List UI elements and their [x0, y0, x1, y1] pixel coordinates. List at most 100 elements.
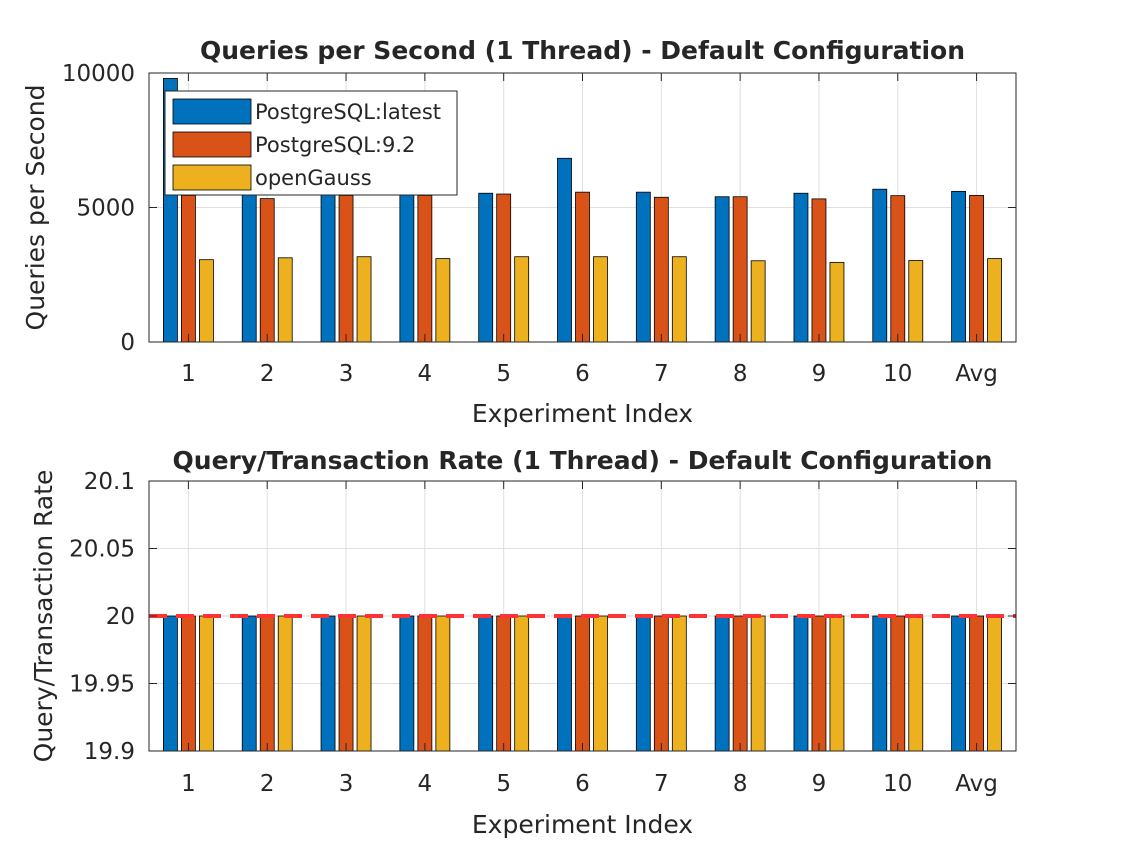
bar-postgresql-latest-10 [872, 615, 888, 752]
bar-postgresql-latest-avg [951, 190, 966, 343]
x-axis-label: Experiment Index [472, 810, 693, 839]
bar-opengauss-10 [908, 615, 924, 752]
bar-opengauss-6 [593, 256, 608, 343]
bar-opengauss-1 [199, 615, 214, 752]
bar-opengauss-6 [593, 615, 608, 752]
bar-postgresql-9-2-9 [811, 198, 827, 343]
bar-opengauss-1 [199, 259, 214, 343]
bar-postgresql-latest-10 [872, 188, 888, 343]
bar-postgresql-9-2-2 [259, 198, 275, 343]
bar-postgresql-latest-avg [951, 615, 966, 752]
bar-opengauss-7 [671, 615, 687, 752]
bar-postgresql-9-2-avg [969, 615, 984, 752]
x-tick-label: 10 [883, 361, 912, 387]
legend-label: openGauss [255, 166, 372, 190]
x-tick-label: 8 [733, 771, 748, 797]
bar-postgresql-latest-5 [478, 615, 494, 752]
bar-opengauss-2 [277, 615, 293, 752]
bar-postgresql-latest-4 [399, 193, 415, 343]
qps-chart: 0 5000 10000 1 2 3 4 5 6 7 8 9 10 Avg Queries per Seco… [21, 36, 1017, 428]
bar-postgresql-9-2-avg [969, 194, 984, 343]
bar-opengauss-5 [514, 256, 530, 343]
x-tick-label: 4 [418, 361, 433, 387]
bar-postgresql-latest-7 [635, 191, 651, 343]
x-tick-label: 2 [260, 771, 275, 797]
x-tick-label: 5 [496, 771, 511, 797]
x-tick-label: 3 [339, 771, 354, 797]
bar-opengauss-9 [829, 615, 845, 752]
bar-postgresql-latest-3 [320, 615, 336, 752]
bar-postgresql-9-2-2 [259, 615, 275, 752]
x-tick-label: 7 [654, 361, 669, 387]
x-tick-label: 9 [812, 771, 827, 797]
bar-postgresql-9-2-5 [496, 193, 512, 343]
bar-opengauss-8 [750, 615, 766, 752]
x-tick-label: Avg [955, 361, 998, 387]
bar-postgresql-9-2-7 [653, 615, 669, 752]
x-tick-label: 1 [181, 771, 196, 797]
x-tick-label: 4 [418, 771, 433, 797]
bar-postgresql-9-2-3 [338, 615, 354, 752]
bar-postgresql-latest-8 [714, 615, 730, 752]
legend: PostgreSQL:latest PostgreSQL:9.2 openGauss [164, 90, 458, 196]
x-tick-label: 8 [733, 361, 748, 387]
bar-opengauss-3 [356, 256, 372, 343]
rate-chart: 19.9 19.95 20 20.05 20.1 1 2 3 4 5 6 7 8 9 10 Avg Query/… [29, 446, 1017, 839]
legend-label: PostgreSQL:9.2 [255, 133, 415, 157]
x-tick-label: 6 [575, 771, 590, 797]
bar-postgresql-9-2-5 [496, 615, 512, 752]
bar-postgresql-latest-6 [557, 157, 572, 343]
bar-opengauss-avg [987, 258, 1002, 343]
y-tick-label: 20.1 [84, 469, 135, 495]
bar-opengauss-9 [829, 261, 845, 343]
chart-title: Queries per Second (1 Thread) - Default … [200, 36, 965, 65]
bar-opengauss-5 [514, 615, 530, 752]
bar-postgresql-9-2-8 [732, 615, 748, 752]
bar-opengauss-avg [987, 615, 1002, 752]
y-tick-label: 5000 [76, 196, 135, 222]
y-tick-label: 20.05 [69, 537, 135, 563]
bar-opengauss-7 [671, 256, 687, 343]
x-tick-label: 7 [654, 771, 669, 797]
bar-postgresql-9-2-6 [575, 191, 590, 343]
bar-postgresql-9-2-10 [890, 615, 906, 752]
y-tick-label: 0 [120, 330, 135, 356]
bar-postgresql-latest-6 [557, 615, 572, 752]
bar-postgresql-9-2-4 [417, 615, 433, 752]
bar-postgresql-latest-5 [478, 192, 494, 343]
x-tick-label: 9 [812, 361, 827, 387]
bar-postgresql-latest-8 [714, 196, 730, 343]
bar-postgresql-9-2-9 [811, 615, 827, 752]
bar-postgresql-latest-4 [399, 615, 415, 752]
bar-postgresql-9-2-3 [338, 194, 354, 343]
bar-postgresql-9-2-4 [417, 194, 433, 343]
bar-opengauss-10 [908, 260, 924, 343]
y-tick-label: 20 [106, 604, 135, 630]
x-tick-label: 5 [496, 361, 511, 387]
x-tick-label: 2 [260, 361, 275, 387]
x-tick-label: 6 [575, 361, 590, 387]
bar-opengauss-2 [277, 257, 293, 343]
y-axis-label: Queries per Second [21, 85, 50, 331]
y-tick-label: 10000 [62, 61, 135, 87]
bar-opengauss-8 [750, 260, 766, 343]
bar-postgresql-latest-1 [163, 615, 178, 752]
legend-label: PostgreSQL:latest [255, 100, 441, 124]
bar-postgresql-latest-2 [241, 615, 257, 752]
bar-postgresql-9-2-7 [653, 196, 669, 343]
x-axis-label: Experiment Index [472, 399, 693, 428]
bar-postgresql-9-2-1 [181, 615, 196, 752]
bar-postgresql-latest-7 [635, 615, 651, 752]
y-tick-label: 19.95 [69, 672, 135, 698]
bar-postgresql-latest-9 [793, 615, 809, 752]
chart-title: Query/Transaction Rate (1 Thread) - Defa… [173, 446, 993, 475]
legend-swatch [172, 131, 252, 158]
bar-opengauss-4 [435, 258, 451, 343]
legend-swatch [172, 98, 252, 125]
bar-postgresql-latest-9 [793, 192, 809, 343]
bar-postgresql-9-2-1 [181, 194, 196, 343]
x-tick-label: 1 [181, 361, 196, 387]
y-tick-label: 19.9 [84, 739, 135, 765]
bar-postgresql-9-2-6 [575, 615, 590, 752]
